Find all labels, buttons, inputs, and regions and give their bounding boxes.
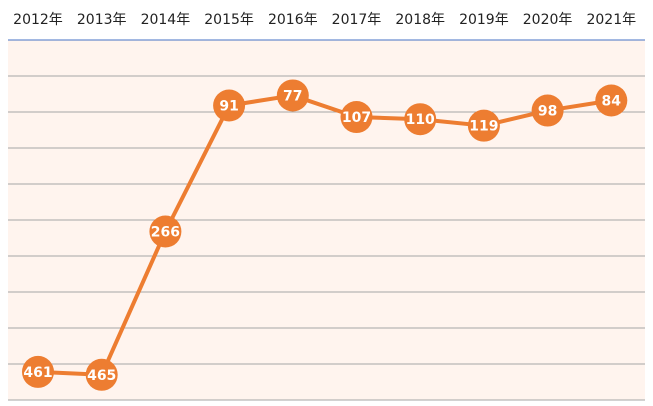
data-point	[149, 215, 182, 248]
data-point	[404, 103, 437, 136]
data-point	[276, 79, 309, 112]
data-point	[85, 358, 118, 391]
data-label: 119	[469, 119, 498, 135]
x-tick-label: 2019年	[459, 12, 509, 28]
data-point	[22, 355, 54, 388]
x-tick-label: 2012年	[13, 12, 63, 28]
x-tick-label: 2013年	[77, 12, 127, 28]
data-point	[213, 89, 246, 122]
data-point	[595, 84, 628, 117]
data-label: 107	[342, 110, 371, 126]
data-label: 77	[283, 88, 302, 104]
series-line	[36, 93, 614, 377]
data-label: 91	[219, 99, 238, 115]
data-label: 461	[23, 365, 52, 381]
data-label: 84	[602, 93, 622, 109]
x-tick-label: 2016年	[268, 12, 318, 28]
x-tick-label: 2018年	[395, 12, 445, 28]
data-point	[467, 109, 500, 142]
data-label: 465	[87, 368, 116, 384]
data-label: 266	[151, 225, 180, 241]
x-tick-label: 2021年	[586, 12, 636, 28]
x-tick-label: 2015年	[204, 12, 254, 28]
x-tick-label: 2017年	[332, 12, 382, 28]
data-point	[531, 94, 564, 127]
x-tick-label: 2020年	[523, 12, 573, 28]
x-tick-label: 2014年	[141, 12, 191, 28]
data-point	[340, 101, 373, 134]
data-label: 110	[406, 112, 435, 128]
data-label: 98	[538, 104, 557, 120]
